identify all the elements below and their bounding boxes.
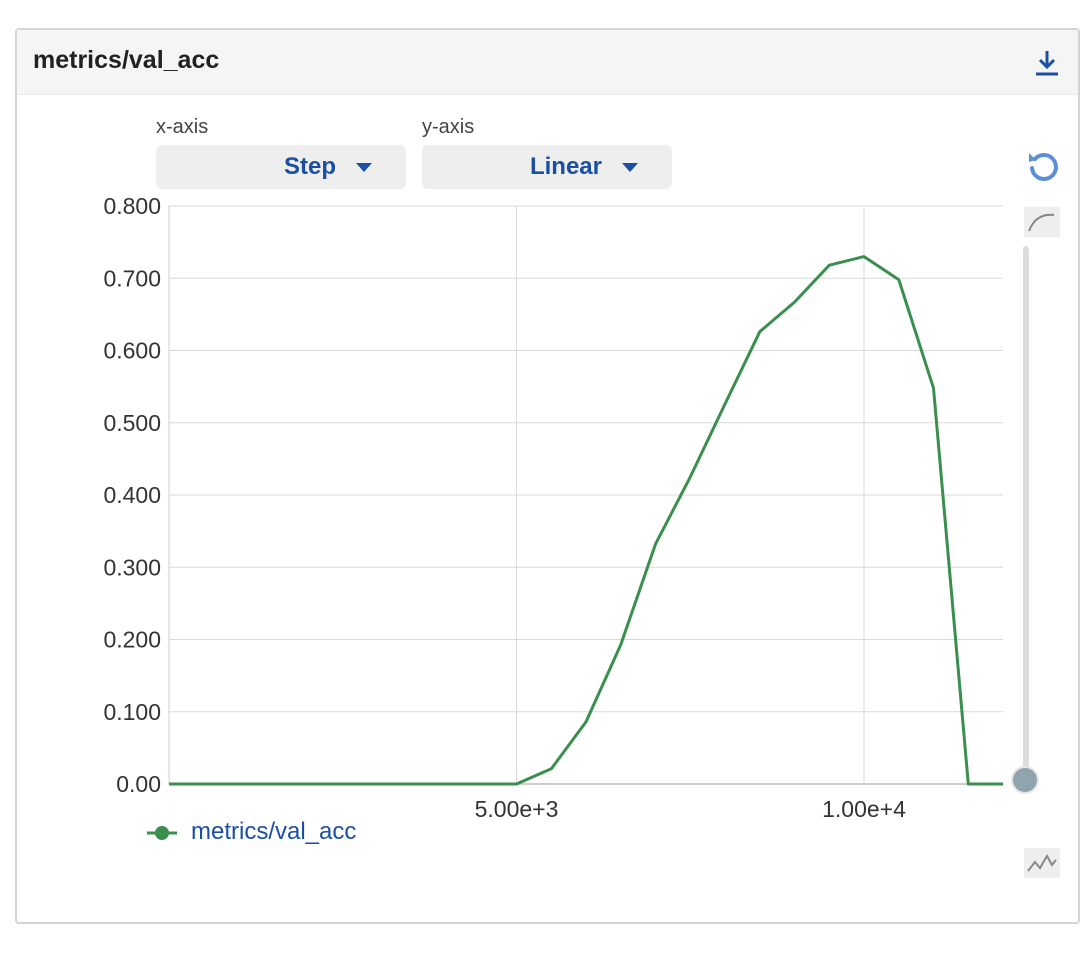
legend-series-label[interactable]: metrics/val_acc bbox=[191, 818, 357, 845]
smoothing-curve-icon bbox=[1028, 213, 1055, 232]
x-axis-selected: Step bbox=[283, 153, 336, 180]
x-axis-label: x-axis bbox=[156, 116, 209, 138]
chevron-down-icon bbox=[356, 163, 372, 172]
y-axis-dropdown[interactable]: Linear bbox=[422, 145, 672, 189]
y-axis-selected: Linear bbox=[529, 153, 602, 180]
smoothing-slider-track[interactable] bbox=[1023, 246, 1029, 776]
raw-data-icon bbox=[1027, 853, 1057, 872]
smoothing-slider-knob[interactable] bbox=[1011, 766, 1039, 794]
card-header: metrics/val_acc bbox=[17, 30, 1078, 95]
reset-zoom-icon[interactable] bbox=[1026, 148, 1062, 184]
legend-marker-icon bbox=[147, 826, 177, 840]
smoothing-button[interactable] bbox=[1024, 207, 1060, 237]
raw-data-button[interactable] bbox=[1024, 848, 1060, 878]
y-axis-label: y-axis bbox=[422, 116, 475, 138]
chevron-down-icon bbox=[622, 163, 638, 172]
download-icon[interactable] bbox=[1032, 48, 1062, 78]
x-axis-dropdown[interactable]: Step bbox=[156, 145, 406, 189]
panel-title: metrics/val_acc bbox=[33, 46, 220, 74]
